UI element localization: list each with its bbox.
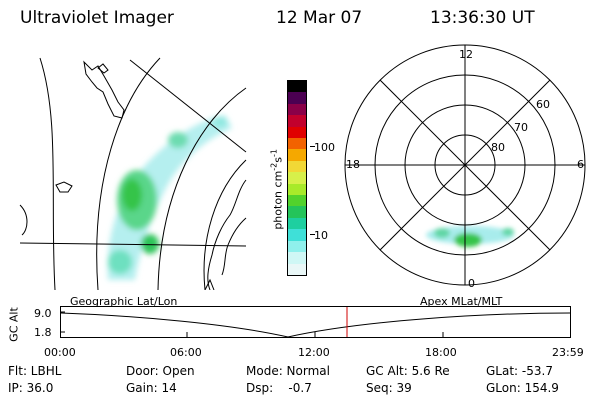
glat-readout: GLat: -53.7 bbox=[486, 364, 553, 378]
geographic-map bbox=[19, 57, 247, 290]
geo-grid-lines bbox=[19, 57, 247, 290]
colorbar-segment bbox=[288, 252, 306, 264]
colorbar-unit-label: photon cm-2s-1 bbox=[269, 149, 285, 230]
date-label: 12 Mar 07 bbox=[276, 8, 363, 28]
colorbar-tick-mark-10 bbox=[310, 234, 315, 235]
altitude-ytick-min: 1.8 bbox=[34, 326, 52, 339]
colorbar-segment bbox=[288, 160, 306, 173]
colorbar-segment bbox=[288, 206, 306, 218]
colorbar-tick-mark-100 bbox=[310, 146, 315, 147]
colorbar-tick-100: 100 bbox=[314, 141, 335, 154]
gain-readout: Gain: 14 bbox=[126, 381, 177, 395]
door-readout: Door: Open bbox=[126, 364, 195, 378]
mlt-label-6: 6 bbox=[577, 158, 584, 171]
time-label: 13:36:30 UT bbox=[430, 8, 535, 28]
mlt-label-0: 0 bbox=[468, 277, 475, 290]
colorbar-segment bbox=[288, 92, 306, 104]
colorbar-segment bbox=[288, 149, 306, 161]
time-tick-1800: 18:00 bbox=[425, 346, 457, 359]
geographic-panel-label: Geographic Lat/Lon bbox=[70, 295, 178, 308]
mlt-label-18: 18 bbox=[346, 158, 360, 171]
mlat-label-80: 80 bbox=[491, 141, 505, 154]
colorbar-segment bbox=[288, 172, 306, 184]
color-scale-bar bbox=[287, 80, 307, 276]
time-tick-0600: 06:00 bbox=[170, 346, 202, 359]
colorbar-segment bbox=[288, 126, 306, 139]
polar-grid bbox=[344, 44, 586, 286]
time-tick-1200: 12:00 bbox=[298, 346, 330, 359]
aurora-emission-polar bbox=[426, 226, 514, 247]
altitude-timeline-chart[interactable] bbox=[60, 306, 574, 340]
filter-readout: Flt: LBHL bbox=[8, 364, 62, 378]
glon-readout: GLon: 154.9 bbox=[486, 381, 559, 395]
aurora-emission-geo bbox=[107, 115, 232, 280]
colorbar-segment bbox=[288, 138, 306, 150]
time-tick-2359: 23:59 bbox=[552, 346, 584, 359]
coastlines bbox=[19, 60, 247, 290]
colorbar-segment bbox=[288, 240, 306, 253]
mlat-label-70: 70 bbox=[514, 121, 528, 134]
gc-alt-readout: GC Alt: 5.6 Re bbox=[366, 364, 450, 378]
altitude-trace bbox=[60, 312, 571, 338]
colorbar-segment bbox=[288, 229, 306, 241]
colorbar-segment bbox=[288, 81, 306, 93]
seq-readout: Seq: 39 bbox=[366, 381, 412, 395]
colorbar-segment bbox=[288, 115, 306, 127]
altitude-ytick-max: 9.0 bbox=[34, 307, 52, 320]
time-tick-0000: 00:00 bbox=[44, 346, 76, 359]
mode-readout: Mode: Normal bbox=[246, 364, 330, 378]
colorbar-tick-10: 10 bbox=[314, 229, 328, 242]
colorbar-segment bbox=[288, 103, 306, 116]
altitude-axis-label: GC Alt bbox=[7, 307, 21, 342]
colorbar-segment bbox=[288, 217, 306, 230]
ip-readout: IP: 36.0 bbox=[8, 381, 54, 395]
mlat-label-60: 60 bbox=[536, 98, 550, 111]
colorbar-segment bbox=[288, 183, 306, 196]
polar-mlat-mlt-plot: 12 18 6 0 60 70 80 bbox=[344, 44, 586, 290]
colorbar-segment bbox=[288, 263, 306, 275]
dsp-readout: Dsp: -0.7 bbox=[246, 381, 312, 395]
instrument-title: Ultraviolet Imager bbox=[20, 8, 174, 28]
colorbar-segment bbox=[288, 195, 306, 207]
polar-panel-label: Apex MLat/MLT bbox=[420, 295, 503, 308]
mlt-label-12: 12 bbox=[459, 48, 473, 61]
